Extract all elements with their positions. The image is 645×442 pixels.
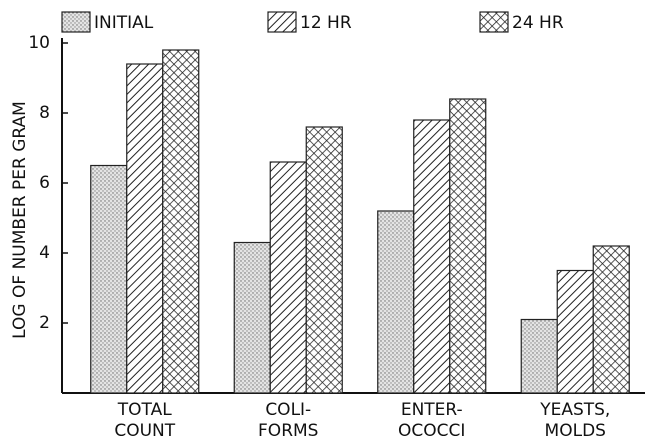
y-tick-label: 8 [39, 103, 50, 123]
x-tick-label: YEASTS, [539, 400, 610, 420]
bar [269, 161, 307, 394]
bar [305, 126, 343, 394]
legend-label: 12 HR [300, 13, 352, 33]
x-tick-label: OCOCCI [398, 421, 465, 441]
x-tick-label: MOLDS [545, 421, 606, 441]
bar [592, 245, 630, 394]
y-tick-label: 6 [39, 173, 50, 193]
bar [520, 318, 558, 394]
legend-label: INITIAL [94, 13, 154, 33]
x-tick-label: COUNT [114, 421, 175, 441]
bar [449, 98, 487, 394]
bar [162, 49, 200, 394]
x-tick-label: COLI- [265, 400, 311, 420]
x-tick-label: FORMS [258, 421, 318, 441]
x-tick-label: ENTER- [401, 400, 463, 420]
y-tick-label: 2 [39, 313, 50, 333]
y-tick-label: 4 [39, 243, 50, 263]
bar [413, 119, 451, 394]
x-tick-label: TOTAL [117, 400, 172, 420]
bar [233, 241, 271, 394]
bar [90, 164, 128, 394]
legend-swatch [61, 11, 91, 33]
y-tick-label: 10 [28, 33, 50, 53]
bar [556, 269, 594, 394]
bar [126, 63, 164, 394]
legend-swatch [479, 11, 509, 33]
legend-swatch [267, 11, 297, 33]
legend-label: 24 HR [512, 13, 564, 33]
y-axis-label: LOG OF NUMBER PER GRAM [10, 101, 30, 339]
bar [377, 210, 415, 394]
